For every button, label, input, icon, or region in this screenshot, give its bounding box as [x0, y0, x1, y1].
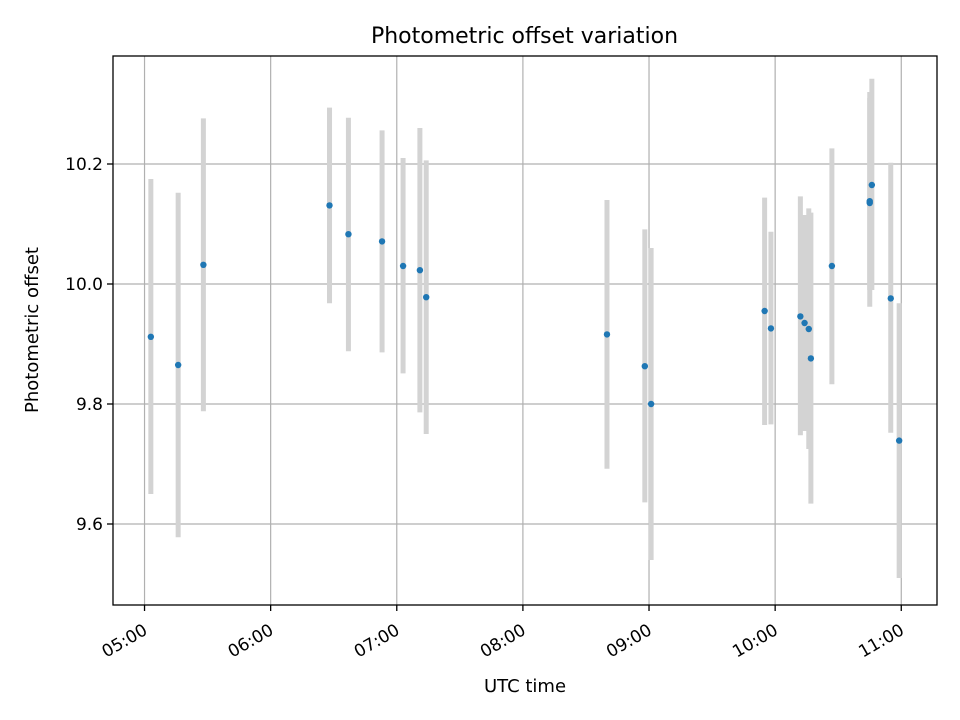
data-point: [603, 331, 611, 338]
data-point: [767, 325, 775, 332]
data-point: [147, 333, 155, 340]
data-point: [326, 202, 333, 209]
data-points: [147, 181, 903, 444]
plot-frame: [112, 55, 938, 606]
data-point: [345, 231, 352, 238]
x-tick-label: 09:00: [603, 620, 655, 662]
data-point: [805, 325, 812, 333]
x-tick-label: 11:00: [855, 620, 907, 662]
y-tick-label: 9.6: [76, 515, 103, 535]
x-axis-label: UTC time: [484, 676, 566, 697]
data-point: [399, 262, 407, 270]
data-point: [761, 307, 768, 315]
data-point: [641, 363, 649, 370]
data-point: [797, 313, 804, 320]
x-tick-label: 06:00: [225, 620, 277, 662]
x-tick-label: 07:00: [351, 620, 403, 662]
x-tick-label: 10:00: [729, 620, 781, 662]
error-bars: [148, 78, 902, 578]
grid: [113, 56, 937, 605]
data-point: [807, 355, 815, 362]
data-point: [866, 198, 873, 205]
data-point: [174, 361, 182, 369]
data-point: [423, 294, 430, 301]
x-tick-label: 08:00: [477, 620, 529, 662]
data-point: [868, 181, 876, 189]
y-axis-label: Photometric offset: [22, 247, 43, 413]
chart-title: Photometric offset variation: [371, 24, 678, 49]
axis-ticks: 05:00 06:00 07:00 08:00 09:00 10:00 11:00 9.6 9.…: [65, 155, 908, 662]
y-tick-label: 9.8: [76, 395, 103, 415]
data-point: [647, 400, 655, 408]
data-point: [887, 295, 894, 302]
data-point: [200, 261, 207, 268]
y-tick-label: 10.0: [65, 275, 103, 295]
data-point: [895, 437, 903, 444]
x-tick-label: 05:00: [99, 620, 151, 662]
data-point: [801, 319, 808, 327]
data-point: [828, 262, 836, 270]
data-point: [416, 267, 424, 274]
y-tick-label: 10.2: [65, 155, 103, 175]
data-point: [378, 238, 386, 245]
